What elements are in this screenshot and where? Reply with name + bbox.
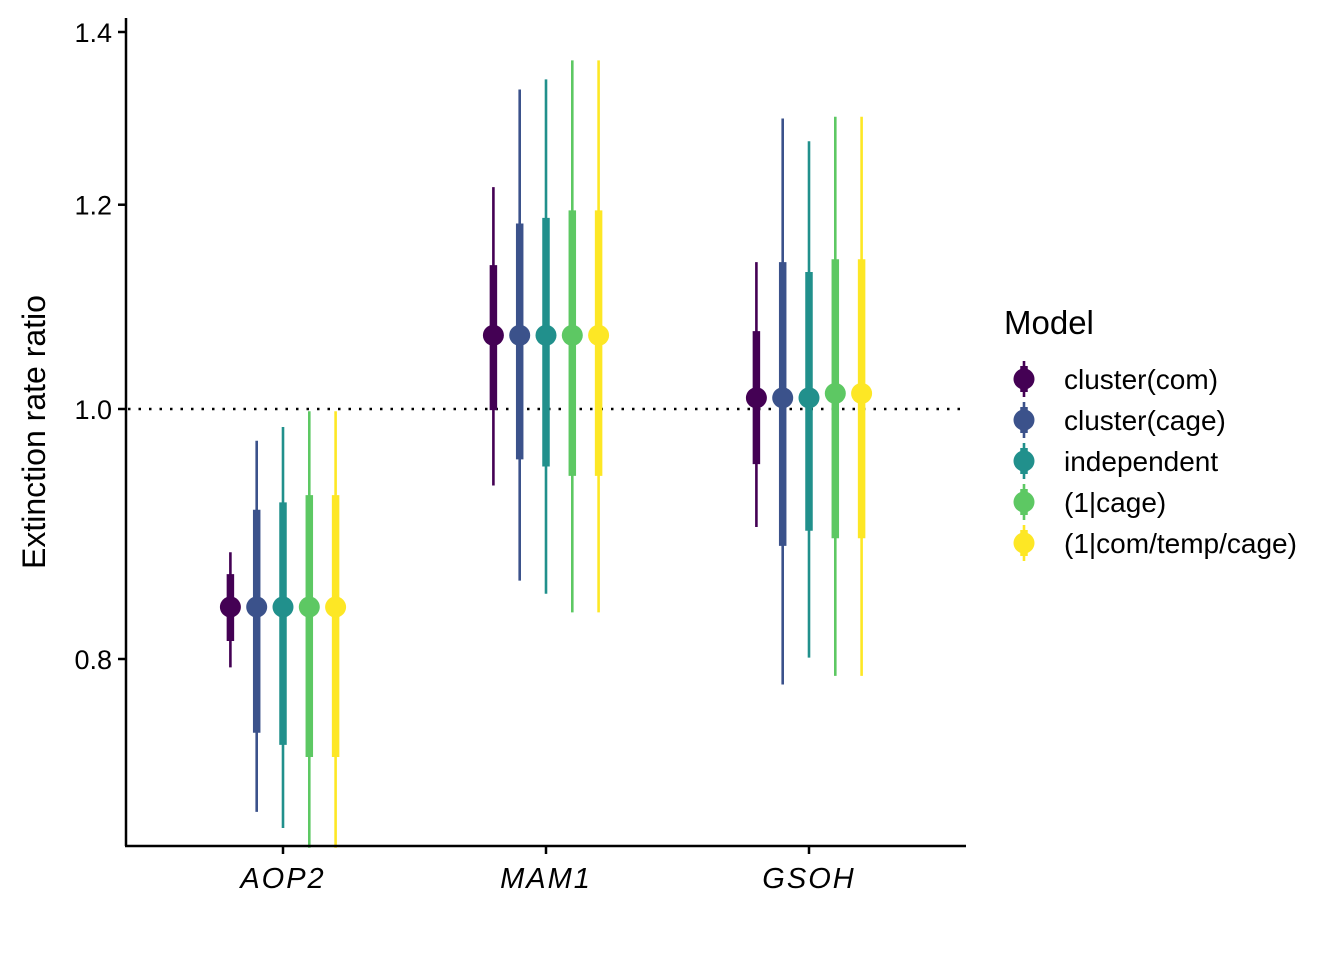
legend-item: independent [1013, 443, 1218, 479]
legend-label: (1|cage) [1064, 487, 1166, 518]
legend-item: (1|com/temp/cage) [1013, 525, 1297, 561]
series-4 [298, 60, 846, 848]
point-estimate [745, 387, 767, 409]
legend-label: cluster(cage) [1064, 405, 1226, 436]
legend-label: cluster(com) [1064, 364, 1218, 395]
point-estimate [588, 324, 610, 346]
x-tick-label: GSOH [762, 863, 855, 895]
legend-item: (1|cage) [1013, 484, 1166, 520]
legend-key-point [1013, 368, 1035, 390]
point-estimate [298, 596, 320, 618]
series-2 [246, 89, 794, 812]
legend-label: (1|com/temp/cage) [1064, 528, 1297, 559]
series-3 [272, 79, 820, 828]
point-estimate [246, 596, 268, 618]
legend: Model cluster(com) cluster(cage) independe… [1004, 304, 1297, 561]
x-tick-label: MAM1 [500, 863, 592, 895]
y-tick-label: 1.4 [74, 18, 112, 48]
point-estimate [272, 596, 294, 618]
y-axis-title: Extinction rate ratio [16, 295, 52, 569]
legend-title: Model [1004, 304, 1094, 341]
point-estimate [561, 324, 583, 346]
series-5 [325, 60, 873, 848]
point-estimate [509, 324, 531, 346]
legend-label: independent [1064, 446, 1218, 477]
point-estimate [772, 387, 794, 409]
point-estimate [325, 596, 347, 618]
point-estimate [824, 382, 846, 404]
x-axis-ticks: AOP2 MAM1 GSOH [238, 846, 855, 895]
legend-item: cluster(cage) [1013, 402, 1226, 438]
y-axis-ticks: 0.8 1.0 1.2 1.4 [74, 18, 126, 675]
legend-key-point [1013, 532, 1035, 554]
legend-key-point [1013, 491, 1035, 513]
y-tick-label: 1.0 [74, 395, 112, 425]
y-tick-label: 0.8 [74, 645, 112, 675]
chart-marks [219, 60, 873, 848]
legend-key-point [1013, 450, 1035, 472]
series-1 [219, 187, 767, 668]
point-estimate [219, 596, 241, 618]
y-tick-label: 1.2 [74, 191, 112, 221]
point-estimate [798, 387, 820, 409]
legend-item: cluster(com) [1013, 361, 1218, 397]
x-tick-label: AOP2 [238, 863, 325, 895]
point-estimate [851, 382, 873, 404]
point-estimate [535, 324, 557, 346]
point-estimate [482, 324, 504, 346]
legend-key-point [1013, 409, 1035, 431]
